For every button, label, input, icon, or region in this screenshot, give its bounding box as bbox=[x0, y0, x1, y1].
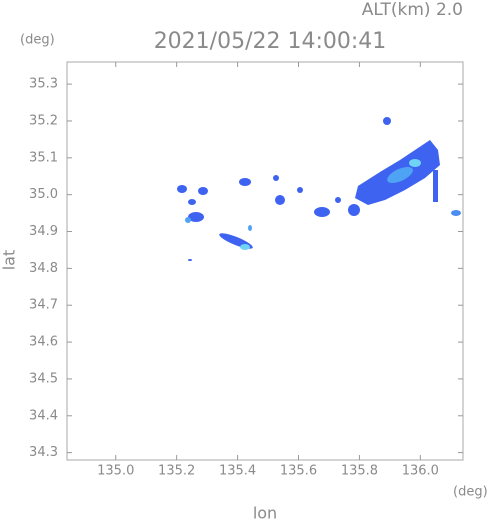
echo bbox=[387, 166, 413, 184]
x-tick-label: 136.0 bbox=[402, 464, 439, 479]
y-tick-label: 35.3 bbox=[29, 77, 58, 92]
echo bbox=[188, 199, 196, 205]
y-tick-label: 34.5 bbox=[29, 371, 58, 386]
echo bbox=[273, 175, 279, 181]
echo bbox=[275, 195, 285, 205]
echo bbox=[239, 178, 251, 186]
echo bbox=[451, 210, 461, 216]
x-tick-label: 135.0 bbox=[97, 464, 134, 479]
y-tick-label: 34.7 bbox=[29, 298, 58, 313]
y-unit: (deg) bbox=[20, 33, 55, 48]
y-tick-label: 34.4 bbox=[29, 408, 58, 423]
radar-echoes bbox=[177, 117, 461, 261]
echo bbox=[248, 225, 252, 231]
echo bbox=[188, 212, 204, 222]
echo bbox=[335, 197, 341, 203]
y-tick-label: 34.8 bbox=[29, 261, 58, 276]
x-tick-label: 135.2 bbox=[158, 464, 195, 479]
altitude-label: ALT(km) 2.0 bbox=[362, 0, 463, 20]
y-tick-label: 34.6 bbox=[29, 335, 58, 350]
echo bbox=[198, 187, 208, 195]
x-unit: (deg) bbox=[453, 485, 488, 500]
y-tick-label: 35.1 bbox=[29, 150, 58, 165]
echo bbox=[383, 117, 391, 125]
y-axis-label: lat bbox=[0, 250, 19, 271]
echo bbox=[409, 159, 421, 167]
y-tick-label: 34.9 bbox=[29, 224, 58, 239]
x-tick-label: 135.8 bbox=[341, 464, 378, 479]
x-tick-label: 135.6 bbox=[280, 464, 317, 479]
y-tick-label: 34.3 bbox=[29, 445, 58, 460]
echo bbox=[433, 170, 438, 202]
echo bbox=[297, 187, 303, 193]
chart-title: 2021/05/22 14:00:41 bbox=[154, 29, 387, 54]
echo bbox=[361, 191, 375, 201]
echo bbox=[314, 207, 330, 217]
y-tick-label: 35.2 bbox=[29, 113, 58, 128]
echo bbox=[177, 185, 187, 193]
echo bbox=[185, 217, 191, 223]
x-tick-label: 135.4 bbox=[219, 464, 256, 479]
x-axis-label: lon bbox=[253, 504, 277, 521]
y-tick-label: 35.0 bbox=[29, 187, 58, 202]
echo bbox=[348, 204, 360, 216]
echo bbox=[188, 259, 192, 261]
echo bbox=[240, 244, 250, 250]
plot-frame bbox=[66, 61, 464, 461]
